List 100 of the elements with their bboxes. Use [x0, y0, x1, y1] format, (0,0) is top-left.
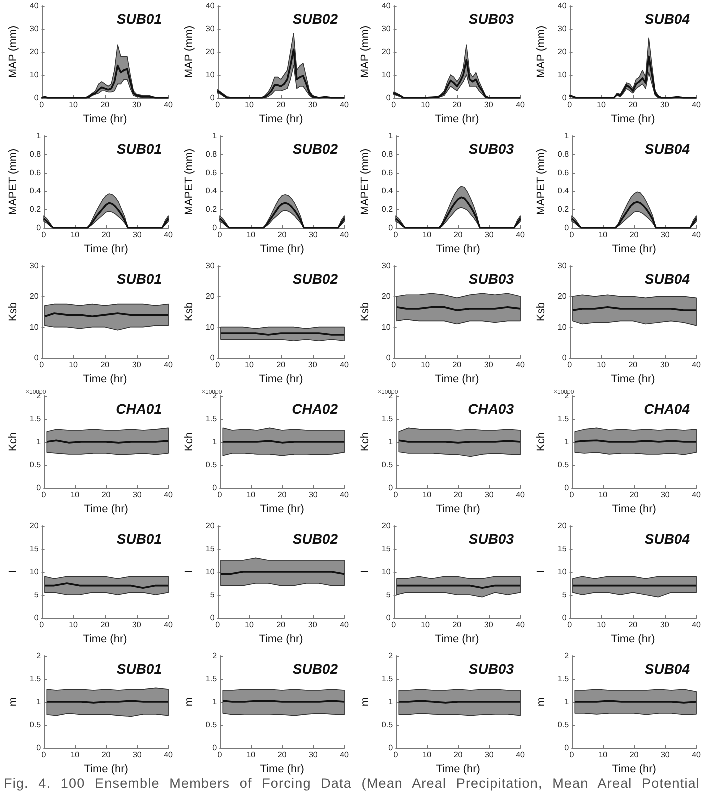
- x-tick-label: 30: [132, 620, 142, 630]
- x-tick-label: 20: [454, 230, 464, 240]
- x-tick-label: 40: [164, 360, 174, 370]
- y-tick-label: 15: [558, 544, 568, 554]
- x-axis-title: Time (hr): [612, 243, 656, 256]
- y-tick-label: 10: [206, 568, 216, 576]
- x-tick-label: 30: [308, 100, 318, 110]
- chart-title: SUB02: [292, 11, 338, 27]
- y-axis-title: Ksb: [184, 302, 196, 322]
- x-tick-label: 10: [245, 620, 254, 630]
- chart-title: SUB03: [468, 531, 514, 547]
- chart-title: SUB02: [292, 271, 338, 287]
- y-tick-label: 10: [382, 70, 392, 80]
- y-tick-label: 0: [388, 224, 394, 232]
- x-axis-title: Time (hr): [611, 633, 656, 646]
- x-tick-label: 10: [421, 360, 430, 370]
- y-tick-label: 30: [30, 24, 40, 34]
- x-tick-label: 30: [660, 230, 670, 240]
- y-tick-label: 0: [212, 224, 218, 232]
- y-tick-label: 1: [388, 438, 394, 446]
- x-tick-label: 40: [516, 230, 526, 240]
- y-tick-label: 20: [382, 522, 392, 530]
- x-axis-title: Time (hr): [435, 373, 480, 386]
- y-tick-label: 0.8: [206, 150, 218, 159]
- x-axis-title: Time (hr): [612, 503, 656, 516]
- y-tick-label: 1: [564, 438, 570, 446]
- y-tick-label: 10: [206, 70, 216, 80]
- y-tick-label: 0.6: [558, 168, 570, 178]
- x-tick-label: 20: [100, 360, 110, 370]
- y-tick-label: 40: [206, 2, 216, 10]
- y-tick-label: 1: [564, 132, 570, 140]
- y-tick-label: 0: [386, 614, 392, 622]
- x-tick-label: 20: [102, 490, 112, 500]
- y-axis-title: Kch: [536, 432, 548, 452]
- chart-title: SUB04: [644, 661, 690, 677]
- y-tick-label: 0.6: [382, 168, 394, 178]
- x-tick-label: 10: [70, 750, 80, 760]
- y-tick-label: 0: [386, 354, 392, 362]
- y-tick-label: 30: [382, 262, 392, 270]
- y-tick-label: 0: [36, 484, 42, 492]
- x-tick-label: 20: [100, 620, 110, 630]
- y-tick-label: 20: [30, 292, 40, 302]
- y-axis-title: I: [536, 570, 548, 574]
- y-tick-label: 0: [34, 354, 40, 362]
- y-tick-label: 20: [206, 522, 216, 530]
- chart-title: SUB04: [644, 141, 690, 157]
- y-tick-label: 1.5: [206, 414, 218, 424]
- y-tick-label: 1: [36, 698, 42, 706]
- y-axis-title: MAP (mm): [184, 26, 196, 78]
- x-tick-label: 10: [597, 360, 606, 370]
- x-tick-label: 20: [628, 620, 638, 630]
- y-axis-title: m: [536, 697, 548, 707]
- y-tick-label: 0: [212, 484, 218, 492]
- y-axis-title: Kch: [360, 432, 372, 452]
- x-tick-label: 10: [246, 230, 256, 240]
- y-tick-label: 0: [562, 614, 568, 622]
- x-tick-label: 30: [484, 620, 494, 630]
- y-axis-title: I: [360, 570, 372, 574]
- y-tick-label: 0.4: [382, 186, 394, 196]
- x-tick-label: 40: [692, 750, 702, 760]
- y-tick-label: 20: [206, 292, 216, 302]
- chart-title: SUB01: [116, 271, 162, 287]
- y-tick-label: 2: [388, 652, 394, 660]
- y-axis-title: MAPET (mm): [536, 148, 548, 216]
- y-tick-label: 0: [34, 614, 40, 622]
- x-tick-label: 10: [69, 360, 78, 370]
- x-tick-label: 30: [132, 360, 142, 370]
- x-tick-label: 40: [692, 100, 702, 110]
- y-tick-label: 1: [36, 438, 42, 446]
- y-tick-label: 30: [558, 24, 568, 34]
- x-axis-title: Time (hr): [436, 503, 480, 516]
- y-axis-title: Ksb: [8, 302, 20, 322]
- x-tick-label: 30: [308, 360, 318, 370]
- y-tick-label: 5: [386, 590, 392, 600]
- y-tick-label: 2: [212, 652, 218, 660]
- y-tick-label: 20: [30, 48, 40, 56]
- x-tick-label: 40: [164, 100, 174, 110]
- x-tick-label: 40: [164, 750, 174, 760]
- x-tick-label: 40: [516, 100, 526, 110]
- y-tick-label: 0: [388, 484, 394, 492]
- y-tick-label: 40: [30, 2, 40, 10]
- x-tick-label: 30: [660, 100, 670, 110]
- y-tick-label: 0: [388, 744, 394, 752]
- y-tick-label: 1: [564, 698, 570, 706]
- y-tick-label: 0.5: [382, 720, 394, 730]
- x-tick-label: 20: [278, 230, 288, 240]
- x-axis-title: Time (hr): [83, 633, 128, 646]
- y-tick-label: 0.4: [30, 186, 42, 196]
- x-tick-label: 40: [164, 230, 174, 240]
- y-tick-label: 0: [36, 744, 42, 752]
- x-tick-label: 30: [132, 230, 142, 240]
- y-tick-label: 0: [210, 94, 216, 102]
- x-tick-label: 10: [246, 490, 256, 500]
- y-tick-label: 20: [30, 522, 40, 530]
- y-tick-label: 1.5: [382, 674, 394, 684]
- y-tick-label: 0.2: [382, 205, 394, 214]
- chart-title: SUB02: [292, 661, 338, 677]
- chart-title: SUB02: [292, 531, 338, 547]
- y-tick-label: 1.5: [30, 414, 42, 424]
- y-tick-label: 0: [36, 224, 42, 232]
